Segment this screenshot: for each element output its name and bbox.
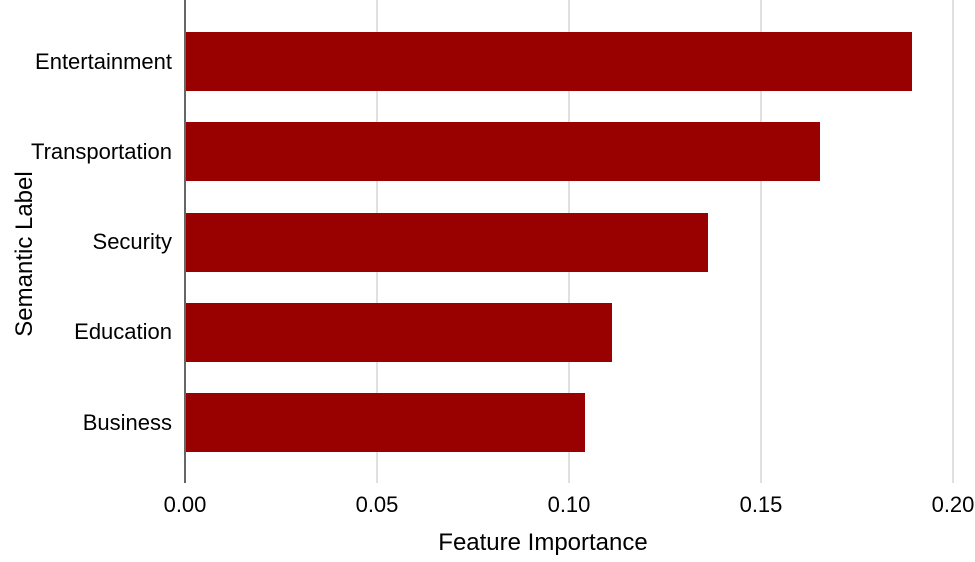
- x-tick-label: 0.15: [739, 492, 783, 517]
- bar-education: [186, 302, 613, 362]
- bar-security: [186, 212, 709, 272]
- y-tick-label: Security: [92, 229, 172, 254]
- x-tick-label: 0.20: [931, 492, 975, 517]
- y-tick-label: Education: [74, 319, 172, 345]
- x-tick-label: 0.10: [547, 492, 591, 517]
- x-gridline: [760, 0, 762, 483]
- x-tick-label: 0.00: [163, 492, 207, 517]
- y-axis-line: [184, 0, 186, 483]
- y-axis-title: Semantic Label: [11, 171, 38, 337]
- bar-transportation: [186, 122, 820, 182]
- x-gridline: [952, 0, 954, 483]
- y-tick-label: Business: [82, 409, 172, 435]
- bar-business: [186, 393, 586, 452]
- x-tick-label: 0.05: [355, 492, 399, 517]
- y-tick-label: Entertainment: [35, 48, 172, 74]
- y-tick-label: Transportation: [30, 138, 172, 164]
- x-axis-title: Feature Importance: [438, 529, 648, 556]
- bar-entertainment: [186, 32, 912, 91]
